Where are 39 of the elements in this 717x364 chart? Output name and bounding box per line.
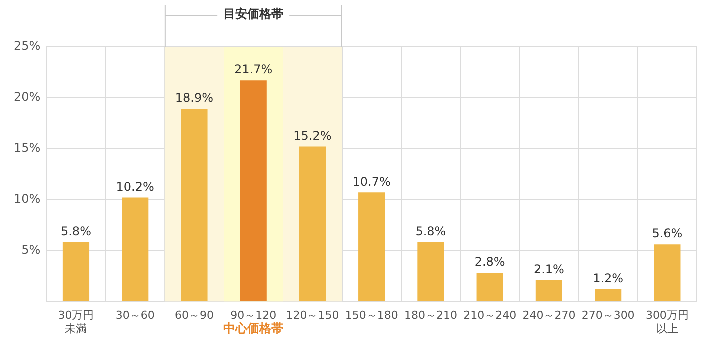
data-label: 2.1% (534, 262, 564, 276)
y-tick-label: 25% (14, 39, 41, 54)
bar (62, 242, 90, 302)
x-tick-label: 90～120 (230, 309, 277, 322)
bar (181, 109, 208, 302)
data-label: 2.8% (474, 255, 506, 270)
bar (536, 280, 562, 302)
y-tick-label: 5% (22, 242, 41, 257)
x-tick-label: 120～150 (286, 309, 340, 322)
band-label: 目安価格帯 (224, 7, 284, 22)
x-tick-label: 300万円以上 (646, 309, 689, 336)
bar (358, 192, 386, 302)
data-label: 5.8% (60, 224, 92, 239)
data-label: 10.7% (352, 174, 391, 189)
data-label: 5.6% (652, 226, 683, 241)
data-label: 21.7% (234, 62, 273, 77)
bar (476, 273, 504, 302)
x-tick-label: 180～210 (404, 309, 458, 322)
y-tick-label: 10% (14, 192, 41, 206)
x-tick-label: 210～240 (464, 309, 517, 322)
x-tick-label: 240～270 (522, 309, 576, 322)
y-tick-label: 20% (14, 90, 41, 104)
data-label: 5.8% (416, 224, 446, 239)
data-label: 1.2% (593, 272, 624, 286)
band-label: 中心価格帯 (224, 322, 284, 336)
x-tick-label: 30万円未満 (58, 309, 94, 336)
x-tick-label: 270～300 (582, 309, 635, 322)
data-label: 15.2% (294, 128, 332, 143)
x-tick-label: 150～180 (345, 309, 398, 322)
y-tick-label: 15% (14, 140, 41, 155)
bar (654, 244, 681, 302)
data-label: 10.2% (116, 180, 154, 194)
data-label: 18.9% (175, 91, 214, 106)
bar (122, 198, 149, 302)
bar (595, 289, 622, 302)
x-tick-label: 60～90 (174, 309, 214, 322)
x-tick-label: 30～60 (116, 309, 155, 322)
bar (299, 146, 326, 302)
bar (418, 242, 444, 302)
